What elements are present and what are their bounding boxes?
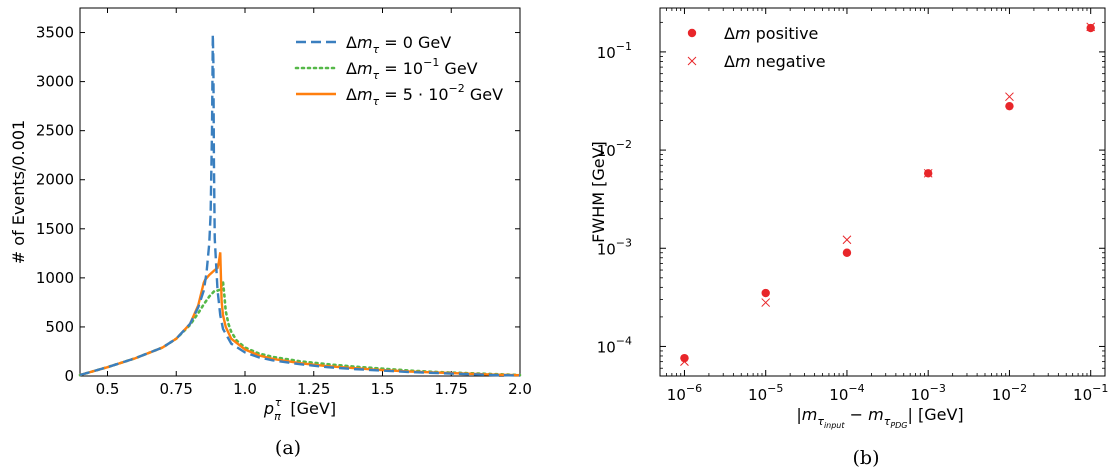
- y-tick-label-a: 2000: [36, 171, 74, 189]
- y-tick-label-a: 2500: [36, 122, 74, 140]
- x-tick-label-b: 10−2: [992, 382, 1027, 404]
- x-tick-label-b: 10−1: [1073, 382, 1108, 404]
- point-positive: [842, 248, 852, 257]
- y-tick-label-a: 1500: [36, 220, 74, 238]
- x-tick-label-a: 0.75: [160, 380, 193, 398]
- panel-a: 0.5 0.75 1.0 1.25 1.5 1.75 2.0 0 500 1000 1500 2000…: [9, 7, 532, 459]
- x-tick-label-a: 2.0: [508, 380, 532, 398]
- y-tick-label-a: 3000: [36, 73, 74, 91]
- point-negative: [680, 357, 689, 367]
- point-negative: [923, 168, 933, 178]
- point-positive: [1005, 101, 1014, 111]
- y-axis-label-a: # of Events/0.001: [9, 120, 28, 264]
- y-tick-label-a: 0: [64, 367, 74, 385]
- x-tick-label-b: 10−6: [667, 382, 702, 404]
- point-negative: [842, 235, 852, 245]
- point-negative: [1005, 92, 1014, 102]
- y-axis-label-b: FWHM [GeV]: [589, 141, 608, 243]
- x-tick-label-a: 0.5: [96, 380, 120, 398]
- y-tick-label-a: 1000: [36, 269, 74, 287]
- x-axis-label-a: pπτ [GeV]: [263, 396, 336, 423]
- caption-a: (a): [275, 437, 301, 459]
- series-line-dotted: [78, 281, 522, 377]
- caption-b: (b): [853, 447, 880, 469]
- x-tick-label-b: 10−4: [829, 382, 864, 404]
- y-tick-label-a: 500: [45, 318, 74, 336]
- legend-b: Δm positive Δm negative: [687, 24, 826, 71]
- series-line-dashed: [79, 34, 521, 377]
- panel-b: 10−6 10−5 10−4 10−3 10−2 10−1 10−4 10−3 10−2 10−1…: [589, 7, 1108, 469]
- y-tick-label-b: 10−4: [597, 334, 632, 356]
- y-tick-label-b: 10−1: [597, 40, 632, 62]
- legend-label: Δm positive: [724, 24, 818, 43]
- x-tick-label-a: 1.5: [371, 380, 395, 398]
- y-tick-label-b: 10−3: [597, 236, 632, 258]
- point-negative: [761, 298, 771, 307]
- legend-label: Δmτ = 0 GeV: [346, 33, 451, 56]
- legend-label: Δm negative: [724, 52, 826, 71]
- series-line-solid: [79, 252, 521, 377]
- plot-frame-b: [659, 7, 1106, 377]
- legend-label: Δmτ = 10−1 GeV: [346, 56, 478, 82]
- x-tick-label-a: 1.0: [233, 380, 257, 398]
- tick-marks-b: 10−6 10−5 10−4 10−3 10−2 10−1 10−4 10−3 10−2 10−1: [597, 8, 1108, 404]
- point-positive: [761, 288, 770, 298]
- series-layer-b: [680, 22, 1096, 367]
- tick-marks-a: 0.5 0.75 1.0 1.25 1.5 1.75 2.0 0 500 1000 1500 2000…: [36, 8, 532, 398]
- x-tick-label-b: 10−5: [748, 382, 783, 404]
- point-negative: [1086, 22, 1096, 32]
- x-tick-label-a: 1.25: [297, 380, 330, 398]
- legend-marker-negative: [687, 56, 697, 66]
- y-tick-label-b: 10−2: [597, 138, 632, 160]
- svg-text:pπτ [GeV]: pπτ [GeV]: [263, 396, 336, 423]
- plot-frame-a: [79, 7, 521, 377]
- legend-marker-positive: [687, 28, 697, 38]
- legend-label: Δmτ = 5 · 10−2 GeV: [346, 82, 503, 108]
- series-layer-a: [78, 34, 522, 377]
- point-positive: [1086, 23, 1095, 33]
- svg-text:|mτinput − mτPDG| [GeV]: |mτinput − mτPDG| [GeV]: [796, 405, 963, 430]
- x-tick-label-a: 1.75: [435, 380, 468, 398]
- y-tick-label-a: 3500: [36, 24, 74, 42]
- x-tick-label-b: 10−3: [911, 382, 946, 404]
- x-axis-label-b: |mτinput − mτPDG| [GeV]: [796, 405, 963, 430]
